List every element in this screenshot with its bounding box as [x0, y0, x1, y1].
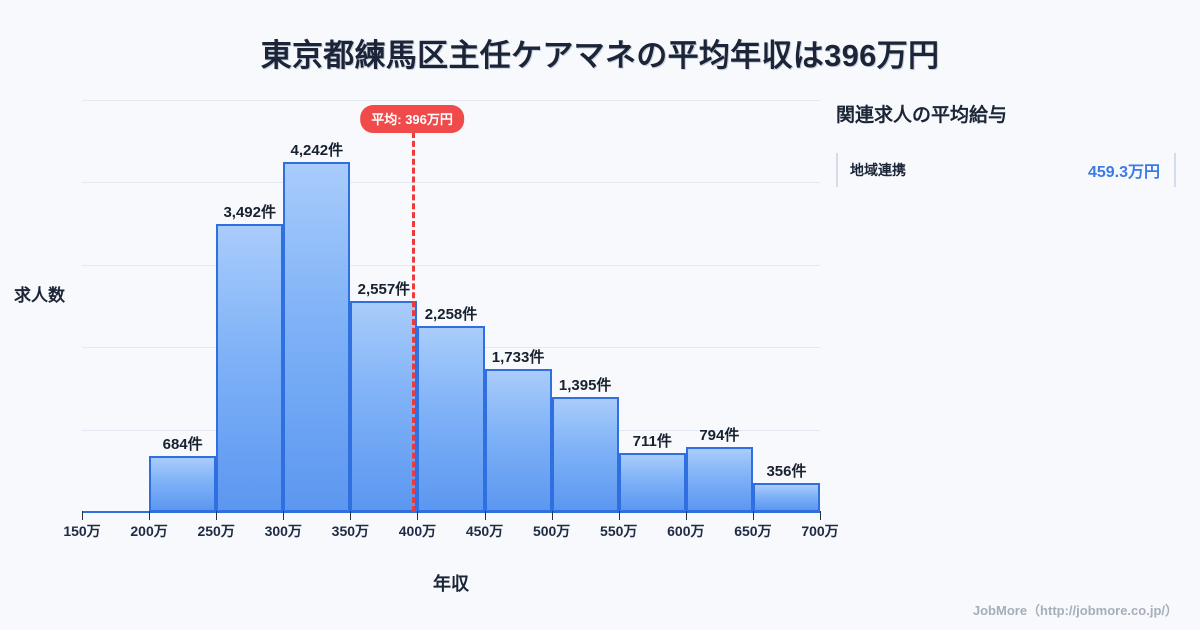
bar-value-label: 3,492件	[223, 204, 276, 222]
related-salary-list: 地域連携 459.3万円	[836, 153, 1176, 187]
bar-value-label: 794件	[699, 426, 740, 444]
salary-row-value: 459.3万円	[1087, 164, 1160, 181]
bar-value-label: 356件	[766, 462, 807, 480]
row-edge-left	[836, 153, 838, 187]
bar-value-label: 2,258件	[424, 305, 478, 323]
bar-value-label: 684件	[162, 435, 203, 453]
x-axis-tick-label: 450万	[465, 523, 504, 539]
histogram-bar	[149, 455, 217, 512]
x-axis-tick-label: 350万	[331, 523, 370, 539]
row-edge-right	[1174, 153, 1176, 187]
x-axis-tick-label: 500万	[532, 523, 571, 539]
histogram-bar	[484, 369, 552, 512]
histogram-bar	[685, 446, 753, 512]
x-axis-tick	[283, 511, 285, 520]
x-axis-tick-label: 650万	[734, 523, 772, 539]
x-axis-tick-label: 300万	[264, 523, 302, 539]
x-axis-tick-label: 700万	[801, 523, 839, 539]
x-axis-tick-label: 600万	[667, 523, 705, 539]
page-title: 東京都練馬区主任ケアマネの平均年収は396万円	[260, 38, 940, 73]
related-salary-title: 関連求人の平均給与	[836, 105, 1008, 126]
x-axis-title: 年収	[433, 574, 469, 594]
x-axis-tick-label: 550万	[600, 523, 638, 539]
bar-value-label: 2,557件	[357, 281, 411, 299]
bar-value-label: 711件	[632, 433, 672, 451]
x-axis-tick	[820, 511, 821, 520]
histogram-bar	[551, 397, 619, 512]
x-axis-tick-label: 200万	[130, 523, 168, 539]
x-axis-tick	[216, 511, 218, 520]
y-axis-title: 求人数	[14, 286, 65, 305]
bar-value-label: 4,242件	[290, 142, 344, 160]
x-axis-tick-label: 400万	[398, 523, 437, 539]
x-axis-tick	[350, 511, 352, 520]
x-axis-tick	[685, 511, 687, 520]
histogram-bar	[618, 453, 686, 512]
histogram-bar	[283, 162, 351, 512]
average-line	[412, 132, 416, 512]
gridline	[82, 264, 820, 266]
gridline	[82, 182, 820, 184]
x-axis-line	[82, 511, 820, 513]
x-axis-tick	[82, 511, 83, 520]
x-axis-tick-label: 250万	[197, 523, 235, 539]
x-axis-tick	[551, 511, 553, 520]
x-axis-tick	[484, 511, 486, 520]
average-badge: 平均: 396万円	[360, 105, 464, 133]
bar-value-label: 1,733件	[491, 349, 545, 367]
gridline	[82, 100, 820, 101]
salary-row-name: 地域連携	[850, 162, 906, 178]
x-axis-tick	[417, 511, 419, 520]
x-axis-tick	[618, 511, 620, 520]
x-axis-tick-label: 150万	[63, 523, 101, 539]
x-axis-tick	[149, 511, 151, 520]
salary-row: 地域連携 459.3万円	[836, 153, 1176, 187]
footer-credit: JobMore（http://jobmore.co.jp/）	[972, 603, 1178, 618]
histogram-bar	[350, 301, 418, 512]
x-axis-tick	[752, 511, 754, 520]
histogram-bar	[216, 224, 284, 512]
histogram-bar	[752, 482, 820, 512]
histogram-bar	[417, 325, 485, 512]
bar-value-label: 1,395件	[558, 377, 612, 395]
related-salary-panel: 関連求人の平均給与 地域連携 459.3万円	[836, 100, 1176, 187]
